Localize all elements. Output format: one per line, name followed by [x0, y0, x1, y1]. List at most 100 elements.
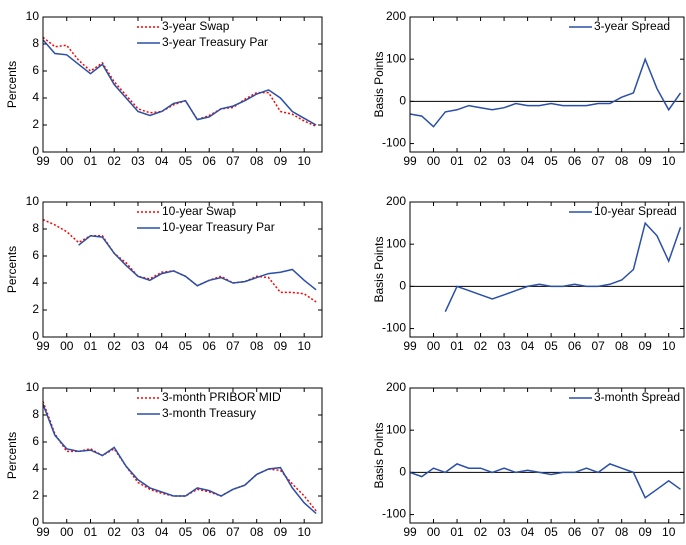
y-tick-label: 8	[32, 407, 39, 421]
y-tick-label: 8	[32, 36, 39, 50]
plot-frame	[42, 201, 323, 338]
x-tick-label: 04	[155, 339, 169, 353]
x-tick-label: 08	[615, 525, 629, 539]
x-tick-label: 05	[544, 154, 558, 168]
y-tick-label: 0	[399, 465, 406, 479]
y-tick-label: -100	[382, 507, 406, 521]
x-tick-label: 04	[155, 525, 169, 539]
y-tick-label: 2	[32, 488, 39, 502]
plot-frame	[409, 16, 685, 153]
y-tick-label: 0	[399, 279, 406, 293]
x-tick-label: 02	[474, 339, 488, 353]
x-tick-label: 99	[403, 339, 417, 353]
legend-label: 10-year Treasury Par	[162, 220, 275, 234]
y-tick-label: -100	[382, 136, 406, 150]
x-tick-label: 03	[497, 154, 511, 168]
y-tick-label: 100	[386, 51, 406, 65]
x-tick-label: 01	[450, 525, 464, 539]
x-tick-label: 05	[544, 339, 558, 353]
x-tick-label: 01	[84, 339, 98, 353]
x-tick-label: 10	[298, 339, 312, 353]
x-tick-label: 10	[298, 154, 312, 168]
y-tick-label: 4	[32, 90, 39, 104]
legend-label: 3-year Treasury Par	[162, 35, 268, 49]
x-tick-label: 03	[131, 525, 145, 539]
x-tick-label: 09	[274, 525, 288, 539]
x-tick-label: 09	[639, 339, 653, 353]
y-tick-label: 200	[386, 9, 406, 23]
x-tick-label: 02	[108, 525, 122, 539]
x-tick-label: 06	[203, 339, 217, 353]
x-tick-label: 03	[497, 339, 511, 353]
y-axis-label: Basis Points	[372, 422, 386, 488]
y-tick-label: 4	[32, 275, 39, 289]
x-tick-label: 00	[427, 339, 441, 353]
x-tick-label: 00	[60, 525, 74, 539]
x-tick-label: 99	[36, 525, 50, 539]
x-tick-label: 99	[403, 154, 417, 168]
x-tick-label: 00	[60, 154, 74, 168]
x-tick-label: 03	[131, 339, 145, 353]
y-tick-label: 10	[26, 380, 40, 394]
x-tick-label: 05	[544, 525, 558, 539]
x-tick-label: 07	[591, 339, 605, 353]
x-tick-label: 07	[226, 154, 240, 168]
y-axis-label: Basis Points	[372, 51, 386, 117]
plot-frame	[409, 387, 685, 524]
x-tick-label: 04	[155, 154, 169, 168]
y-tick-label: 4	[32, 461, 39, 475]
x-tick-label: 09	[639, 154, 653, 168]
legend-label: 3-month Treasury	[162, 406, 256, 420]
y-axis-label: Percents	[5, 61, 19, 108]
x-tick-label: 06	[568, 154, 582, 168]
y-axis-label: Percents	[5, 432, 19, 479]
x-tick-label: 06	[568, 525, 582, 539]
y-tick-label: 0	[32, 329, 39, 343]
x-tick-label: 09	[274, 339, 288, 353]
x-tick-label: 02	[474, 525, 488, 539]
x-tick-label: 08	[250, 339, 264, 353]
legend-label: 3-month PRIBOR MID	[162, 390, 281, 404]
x-tick-label: 01	[450, 339, 464, 353]
y-tick-label: 10	[26, 194, 40, 208]
x-tick-label: 08	[250, 525, 264, 539]
y-tick-label: 6	[32, 248, 39, 262]
y-axis-label: Basis Points	[372, 236, 386, 302]
series-line	[42, 403, 317, 515]
y-tick-label: 10	[26, 9, 40, 23]
x-tick-label: 10	[662, 339, 676, 353]
x-tick-label: 08	[615, 154, 629, 168]
x-tick-label: 05	[179, 525, 193, 539]
plot-frame	[42, 387, 323, 524]
x-tick-label: 02	[108, 339, 122, 353]
x-tick-label: 06	[568, 339, 582, 353]
x-tick-label: 02	[108, 154, 122, 168]
x-tick-label: 04	[521, 339, 535, 353]
y-tick-label: 6	[32, 63, 39, 77]
y-tick-label: 6	[32, 434, 39, 448]
y-tick-label: 2	[32, 302, 39, 316]
x-tick-label: 01	[84, 525, 98, 539]
x-tick-label: 05	[179, 154, 193, 168]
x-tick-label: 06	[203, 154, 217, 168]
y-tick-label: 0	[399, 94, 406, 108]
x-tick-label: 10	[662, 525, 676, 539]
x-tick-label: 08	[615, 339, 629, 353]
x-tick-label: 08	[250, 154, 264, 168]
x-tick-label: 04	[521, 154, 535, 168]
x-tick-label: 09	[639, 525, 653, 539]
y-tick-label: 100	[386, 236, 406, 250]
x-tick-label: 99	[36, 339, 50, 353]
plot-frame	[409, 201, 685, 338]
x-tick-label: 07	[226, 339, 240, 353]
y-tick-label: 100	[386, 422, 406, 436]
x-tick-label: 00	[427, 525, 441, 539]
y-tick-label: 2	[32, 117, 39, 131]
y-tick-label: 0	[32, 515, 39, 529]
legend-label: 3-year Spread	[594, 19, 670, 33]
legend-label: 3-year Swap	[162, 19, 230, 33]
x-tick-label: 05	[179, 339, 193, 353]
y-axis-label: Percents	[5, 246, 19, 293]
y-tick-label: 200	[386, 380, 406, 394]
x-tick-label: 99	[36, 154, 50, 168]
